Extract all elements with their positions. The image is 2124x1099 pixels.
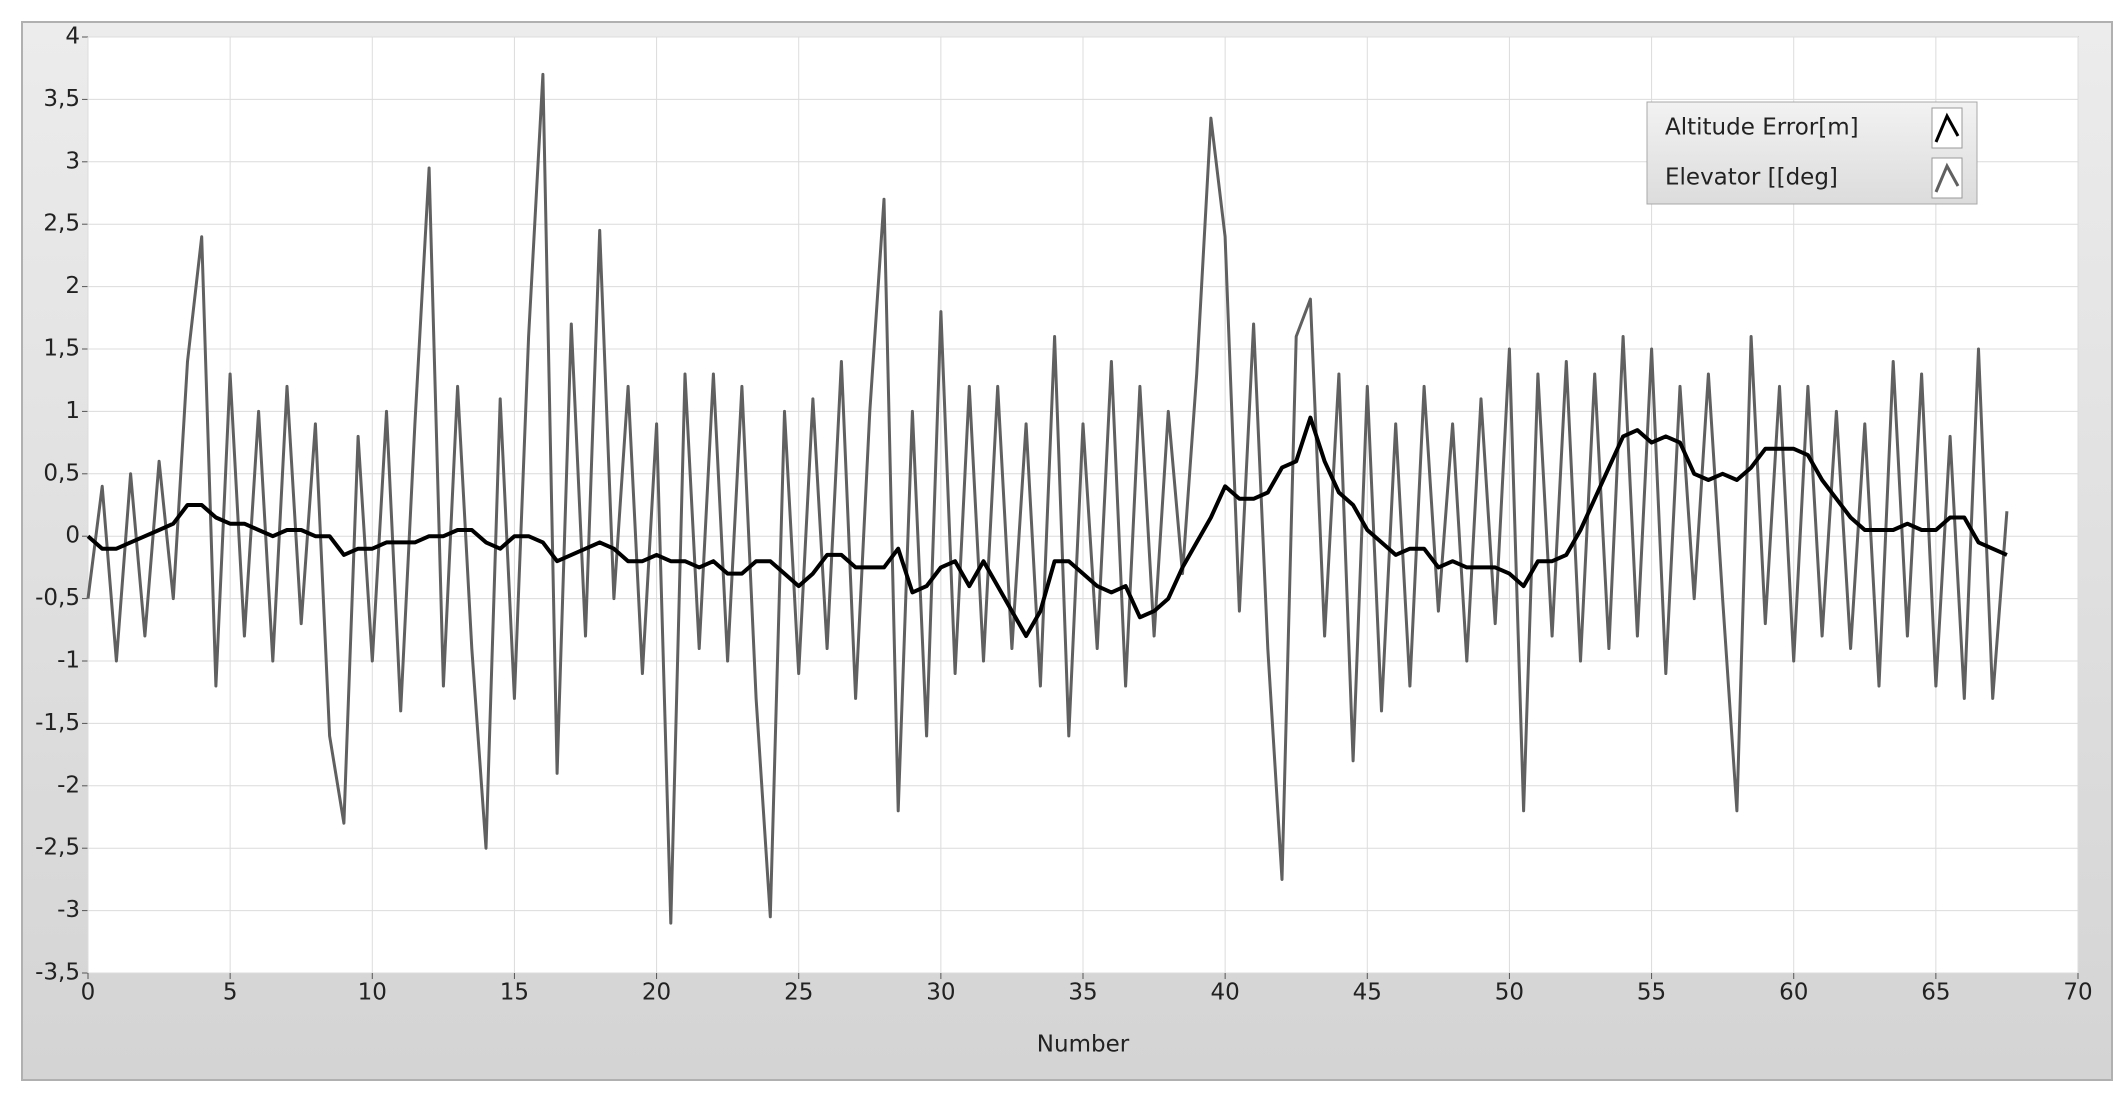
y-tick-label: 2 (65, 273, 80, 299)
x-tick-label: 55 (1637, 980, 1666, 1006)
y-tick-label: -1 (57, 648, 80, 674)
y-tick-label: 1,5 (43, 336, 80, 362)
x-tick-label: 25 (784, 980, 813, 1006)
legend-label: Elevator [[deg] (1665, 165, 1838, 191)
y-tick-label: -1,5 (35, 710, 80, 736)
x-tick-label: 50 (1495, 980, 1524, 1006)
x-tick-label: 20 (642, 980, 671, 1006)
y-tick-label: 3,5 (43, 86, 80, 112)
y-tick-label: 0,5 (43, 460, 80, 486)
y-tick-label: 3 (65, 148, 80, 174)
y-tick-label: 4 (65, 24, 80, 50)
series-line (86, 415, 2008, 638)
x-tick-label: 65 (1921, 980, 1950, 1006)
x-tick-label: 60 (1779, 980, 1808, 1006)
series-line (86, 72, 2009, 925)
y-tick-label: -2,5 (35, 835, 80, 861)
y-tick-label: 0 (65, 523, 80, 549)
x-tick-label: 35 (1068, 980, 1097, 1006)
x-tick-label: 30 (926, 980, 955, 1006)
legend-icon (1934, 162, 1960, 193)
x-axis-label: Number (1037, 1032, 1130, 1058)
y-tick-label: -0,5 (35, 585, 80, 611)
y-tick-label: 2,5 (43, 211, 80, 237)
legend-icon (1934, 112, 1960, 143)
x-tick-label: 15 (500, 980, 529, 1006)
y-tick-label: -2 (57, 772, 80, 798)
y-tick-label: 1 (65, 398, 80, 424)
y-tick-label: -3 (57, 897, 80, 923)
x-tick-label: 5 (223, 980, 238, 1006)
legend-box (1646, 101, 1978, 205)
legend-label: Altitude Error[m] (1665, 115, 1859, 141)
x-tick-label: 45 (1353, 980, 1382, 1006)
x-tick-label: 70 (2063, 980, 2092, 1006)
x-tick-label: 10 (358, 980, 387, 1006)
x-tick-label: 40 (1211, 980, 1240, 1006)
x-tick-label: 0 (81, 980, 96, 1006)
y-tick-label: -3,5 (35, 960, 80, 986)
